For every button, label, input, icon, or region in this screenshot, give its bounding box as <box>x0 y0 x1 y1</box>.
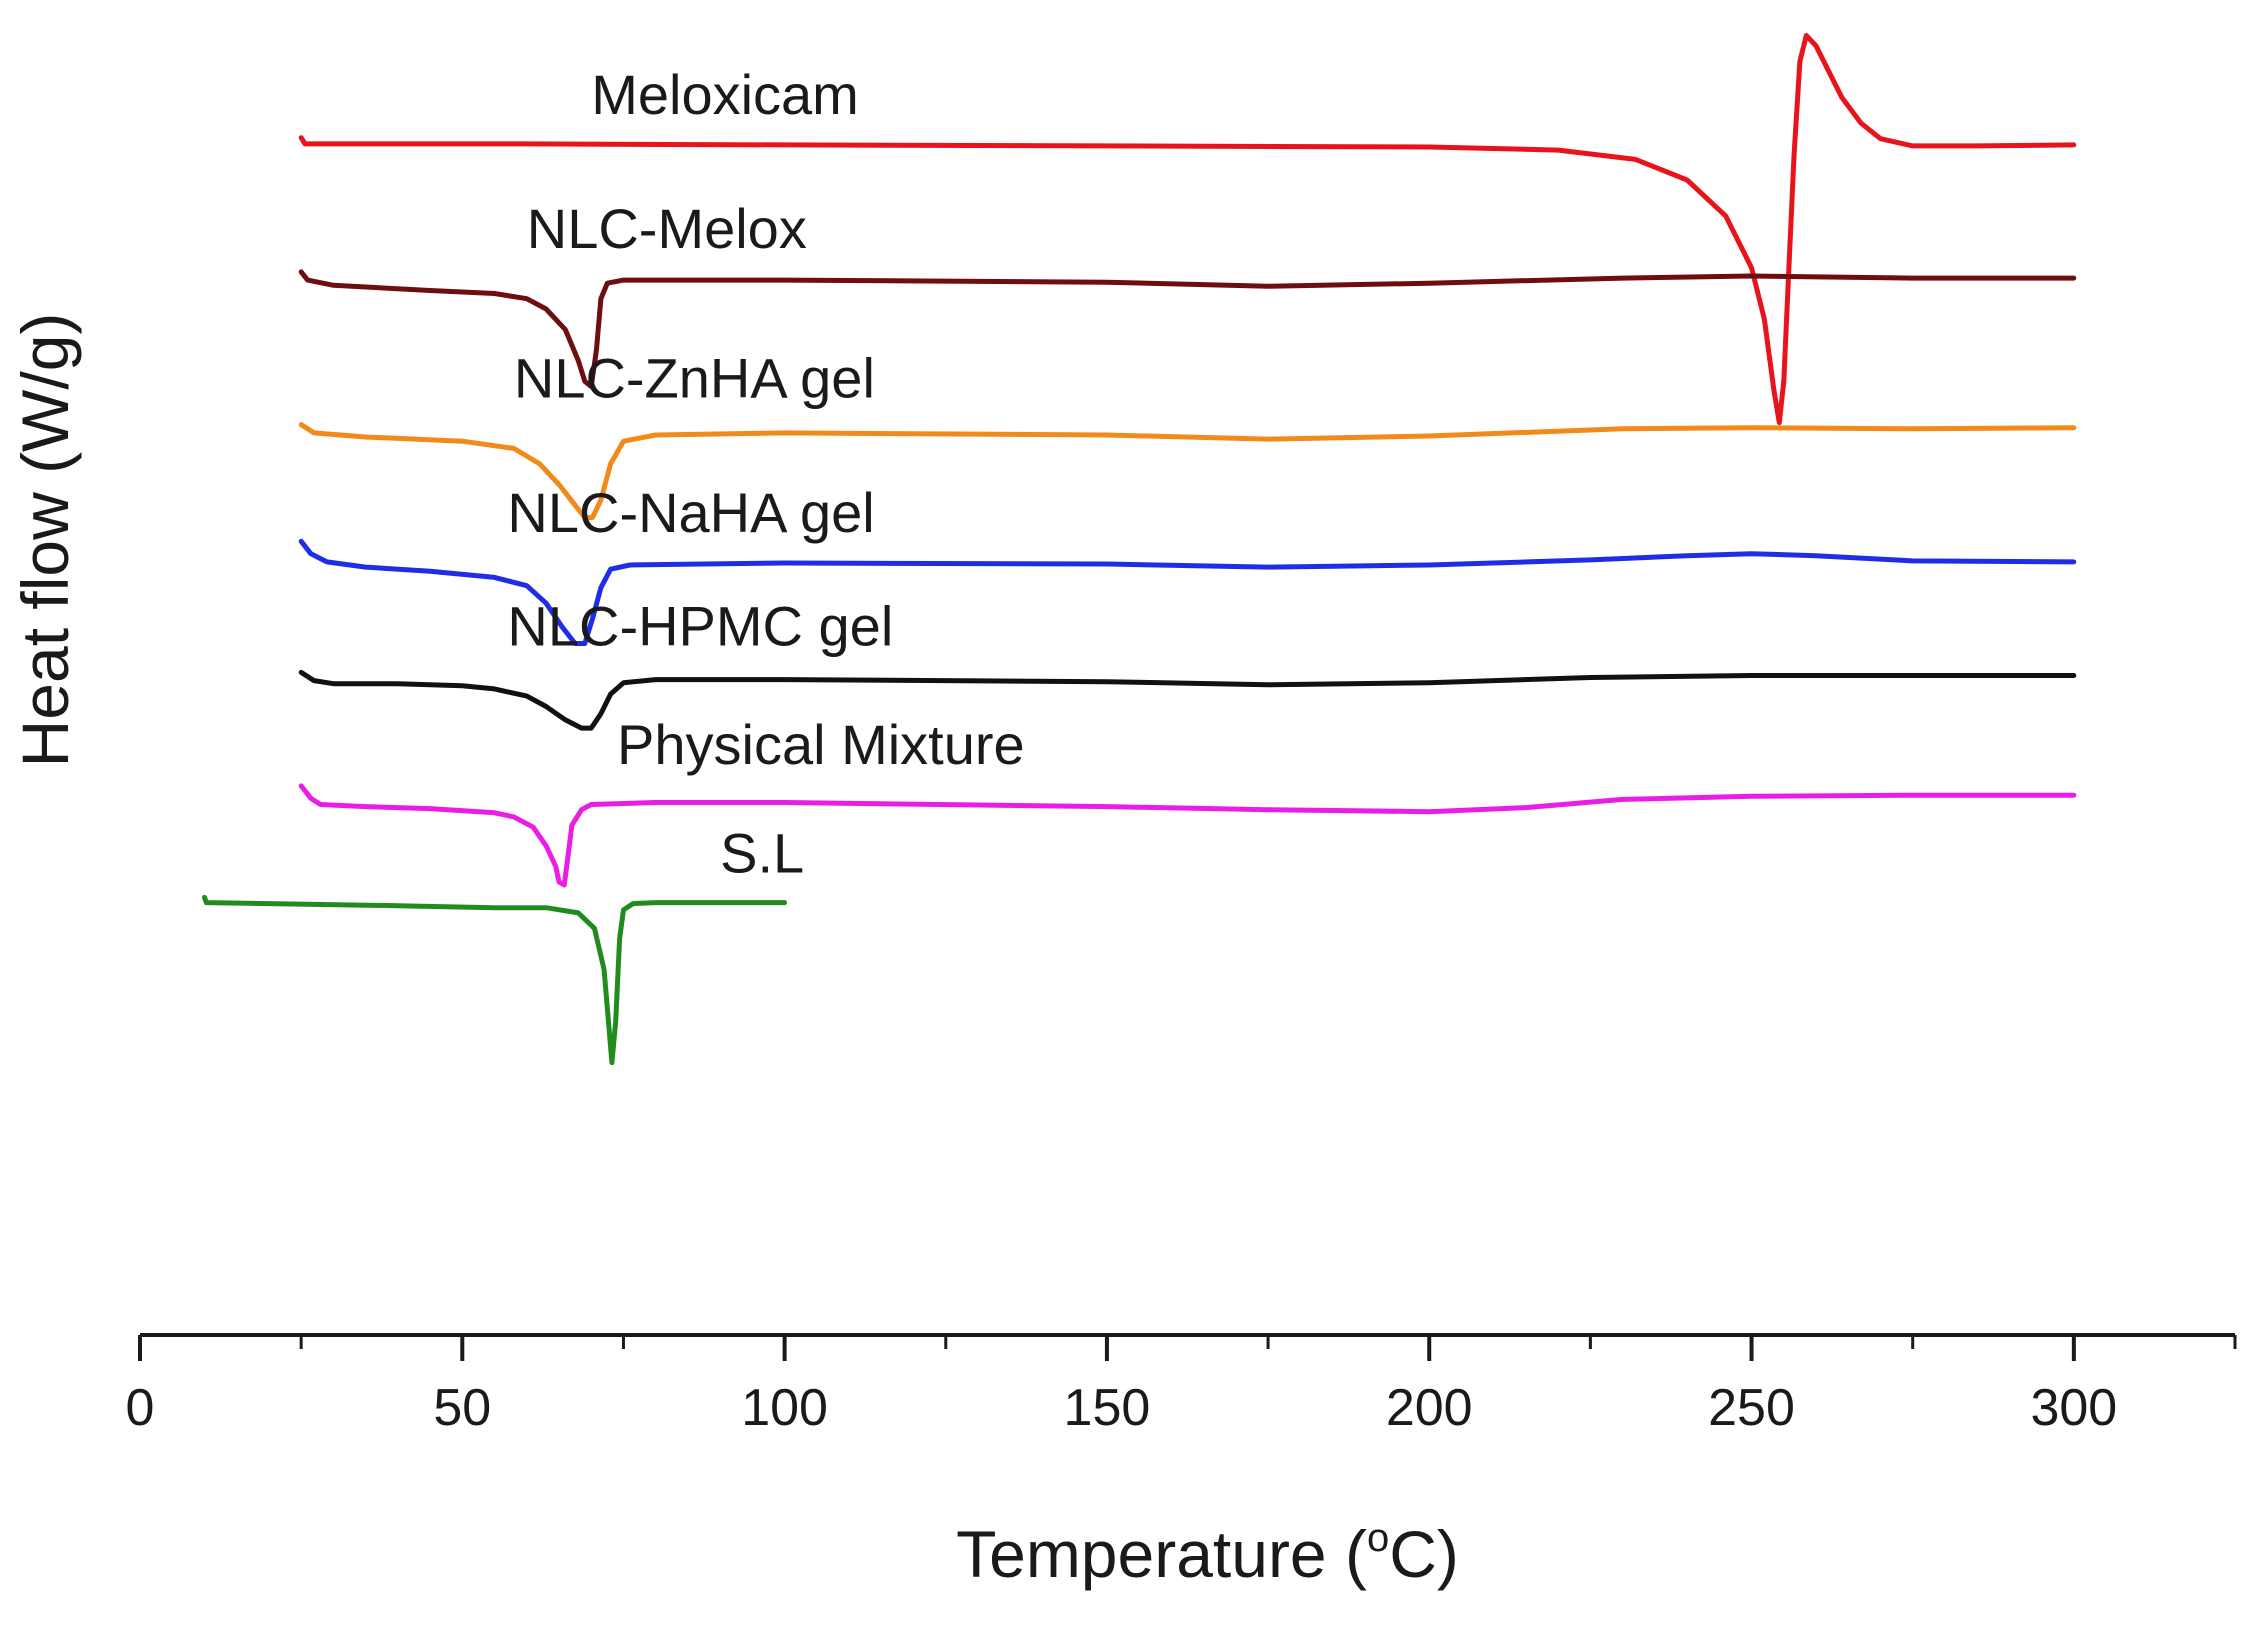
series-curves <box>202 33 2077 1066</box>
x-axis-title: Temperature (oC) <box>956 1516 1459 1591</box>
series-label-physical-mixture: Physical Mixture <box>617 713 1025 776</box>
x-tick-label: 250 <box>1708 1379 1795 1437</box>
series-line-nlc-melox <box>298 269 2077 389</box>
x-axis-title-tail: C) <box>1389 1517 1459 1591</box>
series-label-s-l: S.L <box>720 822 804 885</box>
x-tick-label: 150 <box>1064 1379 1151 1437</box>
x-tick-label: 0 <box>126 1379 155 1437</box>
y-axis-title: Heat flow (W/g) <box>8 313 82 768</box>
series-labels: Meloxicam NLC-Melox NLC-ZnHA gel NLC-NaHA g… <box>507 63 1024 885</box>
series-line-nlc-hpmc-gel <box>298 669 2077 731</box>
series-label-nlc-znha-gel: NLC-ZnHA gel <box>514 347 875 410</box>
x-tick-label: 100 <box>741 1379 828 1437</box>
series-label-meloxicam: Meloxicam <box>591 63 859 126</box>
series-label-nlc-naha-gel: NLC-NaHA gel <box>507 481 874 544</box>
series-line-nlc-naha-gel <box>298 538 2077 646</box>
x-tick-label: 200 <box>1386 1379 1473 1437</box>
series-label-nlc-hpmc-gel: NLC-HPMC gel <box>507 594 893 657</box>
x-axis-ticks <box>138 1335 2237 1361</box>
series-line-physical-mixture <box>298 783 2077 888</box>
x-axis-tick-labels: 0 50 100 150 200 250 300 <box>126 1379 2118 1437</box>
x-axis-title-main: Temperature ( <box>956 1517 1367 1591</box>
x-axis-title-degree: o <box>1367 1516 1389 1560</box>
x-tick-label: 50 <box>433 1379 491 1437</box>
series-label-nlc-melox: NLC-Melox <box>527 197 807 260</box>
x-tick-label: 300 <box>2030 1379 2117 1437</box>
series-line-nlc-znha-gel <box>298 422 2077 520</box>
series-line-s-l <box>202 894 788 1066</box>
series-line-meloxicam <box>298 33 2077 426</box>
